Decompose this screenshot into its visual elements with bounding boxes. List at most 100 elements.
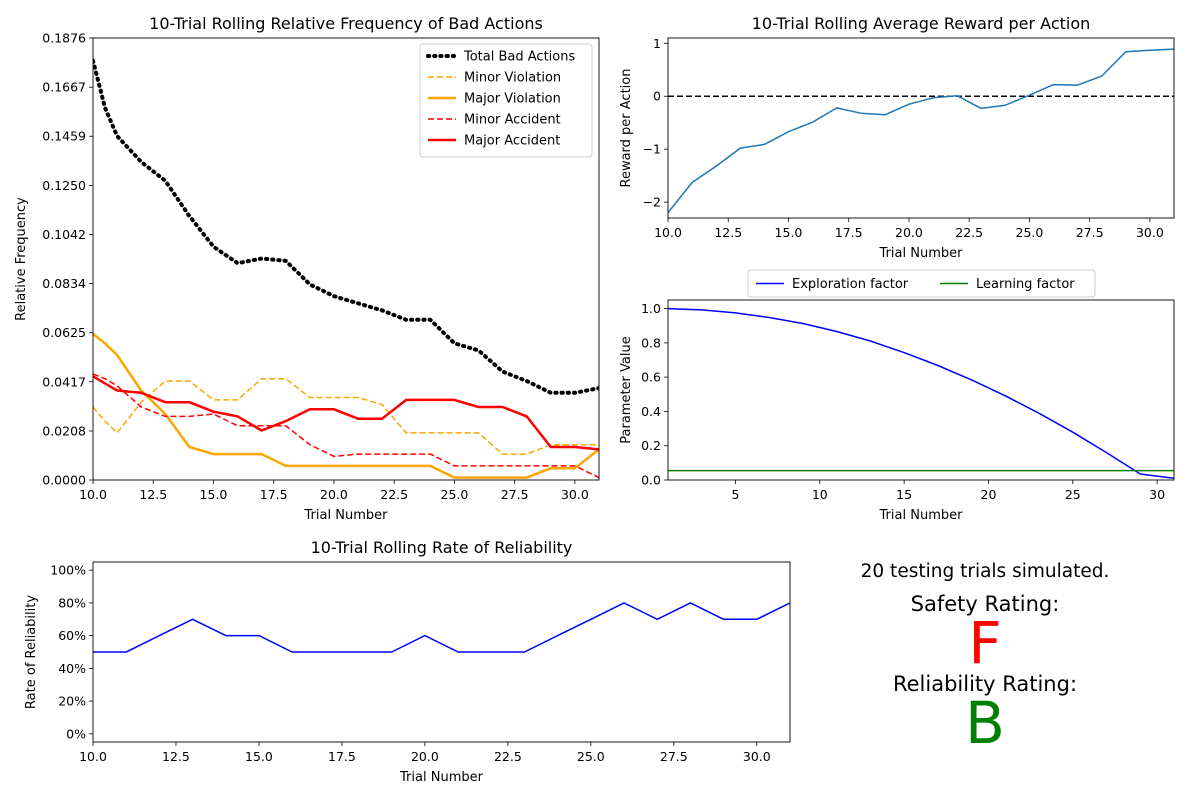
- y-tick-label: −2: [643, 195, 661, 210]
- x-axis-label: Trial Number: [879, 508, 964, 523]
- y-tick-label: 0.0834: [42, 276, 86, 291]
- legend-label: Learning factor: [976, 277, 1075, 292]
- legend-label: Minor Violation: [464, 71, 561, 86]
- x-tick-label: 22.5: [380, 487, 408, 502]
- series-line-minor-accident: [93, 373, 599, 479]
- x-tick-label: 25.0: [441, 487, 469, 502]
- x-tick-label: 5: [731, 487, 739, 502]
- y-axis-label: Parameter Value: [619, 336, 634, 443]
- y-tick-label: 0.4: [641, 404, 661, 419]
- x-tick-label: 15.0: [200, 487, 228, 502]
- x-tick-label: 30.0: [1136, 225, 1164, 240]
- y-tick-label: 0.1667: [42, 80, 86, 95]
- x-tick-label: 30.0: [743, 749, 771, 764]
- x-tick-label: 12.5: [139, 487, 167, 502]
- x-tick-label: 20: [981, 487, 997, 502]
- legend-label: Minor Accident: [464, 113, 561, 128]
- y-tick-label: 100%: [50, 563, 86, 578]
- legend: Exploration factor Learning factor: [747, 269, 1096, 298]
- reliability-rating-label: Reliability Rating:: [892, 672, 1078, 696]
- x-tick-label: 12.5: [162, 749, 190, 764]
- x-tick-label: 15: [896, 487, 912, 502]
- series-line-minor-violation: [93, 377, 599, 455]
- y-tick-label: 0.0625: [42, 325, 86, 340]
- legend-label: Total Bad Actions: [463, 50, 575, 65]
- y-axis-label: Relative Frequency: [14, 197, 29, 321]
- x-tick-label: 22.5: [494, 749, 522, 764]
- x-tick-label: 20.0: [320, 487, 348, 502]
- x-tick-label: 10: [812, 487, 828, 502]
- x-tick-label: 12.5: [714, 225, 742, 240]
- x-tick-label: 27.5: [660, 749, 688, 764]
- x-tick-label: 25: [1065, 487, 1081, 502]
- x-tick-label: 17.5: [260, 487, 288, 502]
- x-tick-label: 22.5: [955, 225, 983, 240]
- x-tick-label: 20.0: [411, 749, 439, 764]
- x-tick-label: 15.0: [245, 749, 273, 764]
- x-tick-label: 25.0: [1016, 225, 1044, 240]
- chart-title: 10-Trial Rolling Relative Frequency of B…: [149, 14, 543, 33]
- x-tick-label: 30: [1149, 487, 1165, 502]
- chart-reliability: 10-Trial Rolling Rate of Reliability Tria…: [24, 538, 791, 785]
- y-tick-label: 80%: [58, 595, 86, 610]
- legend-label: Major Violation: [464, 92, 561, 107]
- x-tick-label: 10.0: [79, 487, 107, 502]
- y-tick-label: 0.1042: [42, 227, 86, 242]
- x-tick-label: 20.0: [895, 225, 923, 240]
- y-tick-label: 0.0: [641, 473, 661, 488]
- legend-label: Major Accident: [464, 134, 560, 149]
- chart-title: 10-Trial Rolling Rate of Reliability: [311, 538, 573, 557]
- y-tick-label: 40%: [58, 661, 86, 676]
- reliability-rating-grade: B: [965, 689, 1005, 757]
- y-tick-label: 0.1459: [42, 129, 86, 144]
- y-axis-label: Rate of Reliability: [24, 595, 39, 709]
- chart-parameters: Trial Number Parameter Value 5 10 15 20 25 30 0.…: [619, 269, 1175, 523]
- x-tick-label: 10.0: [79, 749, 107, 764]
- chart-reward: 10-Trial Rolling Average Reward per Acti…: [619, 14, 1175, 261]
- y-tick-label: 1: [653, 36, 661, 51]
- plot-frame: [92, 37, 600, 481]
- legend-label: Exploration factor: [792, 277, 909, 292]
- trials-simulated-text: 20 testing trials simulated.: [860, 561, 1110, 582]
- series-line-series-0: [93, 602, 790, 653]
- y-axis-label: Reward per Action: [619, 69, 634, 188]
- series-line-major-accident: [93, 375, 599, 451]
- plot-frame: [92, 561, 791, 743]
- safety-rating-label: Safety Rating:: [910, 592, 1060, 616]
- x-tick-label: 10.0: [654, 225, 682, 240]
- plot-frame: [667, 299, 1175, 481]
- x-tick-label: 25.0: [577, 749, 605, 764]
- series-line-series-0: [668, 48, 1174, 214]
- chart-title: 10-Trial Rolling Average Reward per Acti…: [752, 14, 1091, 33]
- x-tick-label: 15.0: [775, 225, 803, 240]
- x-axis-label: Trial Number: [304, 508, 389, 523]
- y-tick-label: −1: [643, 142, 661, 157]
- series-line-total-bad-actions: [93, 58, 599, 395]
- legend: Total Bad Actions Minor Violation Major Vi…: [419, 43, 593, 158]
- y-tick-label: 0.1250: [42, 178, 86, 193]
- y-tick-label: 0: [653, 89, 661, 104]
- y-tick-label: 60%: [58, 628, 86, 643]
- y-tick-label: 0.2: [641, 438, 661, 453]
- y-tick-label: 0%: [66, 726, 86, 741]
- y-tick-label: 1.0: [641, 301, 661, 316]
- y-tick-label: 0.1876: [42, 31, 86, 46]
- chart-bad-actions: 10-Trial Rolling Relative Frequency of B…: [14, 14, 600, 523]
- x-axis-label: Trial Number: [879, 246, 964, 261]
- plot-frame: [667, 37, 1175, 219]
- y-tick-label: 0.6: [641, 370, 661, 385]
- x-tick-label: 27.5: [501, 487, 529, 502]
- x-tick-label: 17.5: [835, 225, 863, 240]
- y-tick-label: 20%: [58, 694, 86, 709]
- y-tick-label: 0.8: [641, 335, 661, 350]
- y-tick-label: 0.0000: [42, 473, 86, 488]
- safety-rating-grade: F: [968, 609, 1002, 677]
- y-tick-label: 0.0417: [42, 374, 86, 389]
- y-tick-label: 0.0208: [42, 423, 86, 438]
- series-line-major-violation: [93, 332, 599, 479]
- series-line-exploration-factor: [668, 307, 1174, 480]
- x-tick-label: 27.5: [1076, 225, 1104, 240]
- ratings-panel: 20 testing trials simulated. Safety Rati…: [830, 555, 1140, 757]
- x-tick-label: 17.5: [328, 749, 356, 764]
